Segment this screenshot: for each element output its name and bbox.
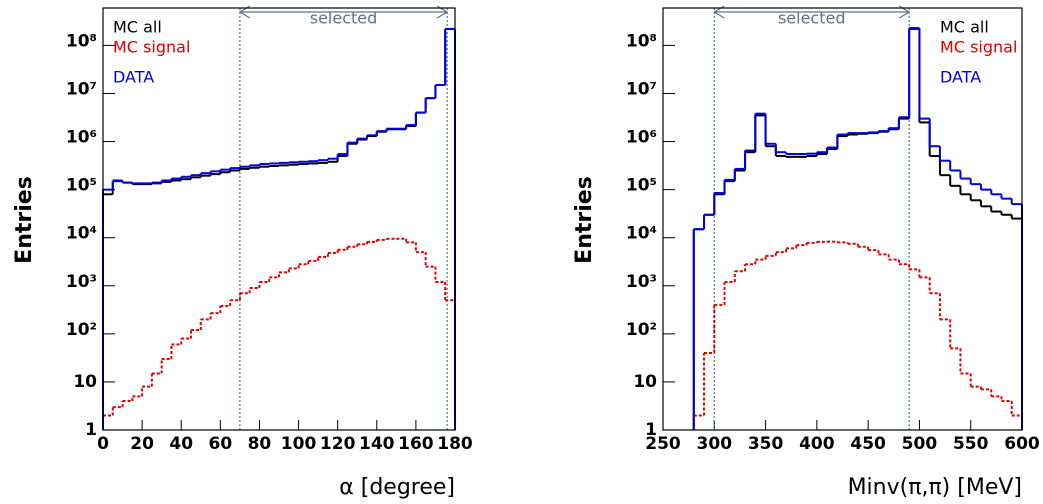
y-tick-label: 10³ [626, 272, 657, 292]
y-tick-label: 10⁸ [626, 31, 657, 51]
x-tick-label: 160 [398, 434, 434, 454]
y-tick-label: 10⁴ [626, 224, 657, 244]
plot-frame [102, 7, 456, 431]
y-tick-label: 10² [66, 320, 97, 340]
y-tick-label: 10⁷ [66, 79, 97, 99]
x-axis-label: Minv(π,π) [MeV] [848, 475, 1022, 500]
selection-label: selected [778, 9, 846, 28]
legend-entry: MC all [940, 18, 989, 37]
x-tick-label: 180 [437, 434, 473, 454]
x-tick-label: 120 [320, 434, 356, 454]
x-tick-label: 600 [1004, 434, 1040, 454]
x-tick-label: 300 [697, 434, 733, 454]
y-tick-label: 10 [73, 372, 97, 392]
x-tick-label: 350 [748, 434, 784, 454]
y-tick-label: 10² [626, 320, 657, 340]
x-tick-label: 450 [850, 434, 886, 454]
y-tick-label: 10⁶ [626, 128, 657, 148]
x-tick-label: 80 [248, 434, 272, 454]
x-tick-label: 400 [799, 434, 835, 454]
y-tick-label: 10⁶ [66, 128, 97, 148]
x-tick-label: 20 [130, 434, 154, 454]
y-axis-label: Entries [12, 176, 37, 264]
plot-frame [662, 7, 1023, 431]
legend-entry: MC all [113, 18, 162, 37]
x-tick-label: 60 [208, 434, 232, 454]
y-tick-label: 10⁵ [626, 176, 657, 196]
y-tick-label: 10⁷ [626, 79, 657, 99]
x-tick-label: 250 [645, 434, 681, 454]
x-tick-label: 100 [281, 434, 317, 454]
x-tick-label: 500 [902, 434, 938, 454]
y-tick-label: 1 [85, 420, 97, 440]
y-tick-label: 10 [633, 372, 657, 392]
y-tick-label: 10⁵ [66, 176, 97, 196]
selection-label: selected [310, 9, 378, 28]
chart-panel: 1 10 10² 10³ 10⁴ 10⁵ 10⁶ 10⁷ 10⁸ 250 300 350 400 450 5… [572, 5, 1040, 500]
x-tick-label: 550 [953, 434, 989, 454]
y-tick-label: 1 [645, 420, 657, 440]
legend-entry: DATA [113, 68, 154, 87]
y-tick-label: 10⁸ [66, 31, 97, 51]
y-tick-label: 10³ [66, 272, 97, 292]
legend-entry: MC signal [940, 38, 1017, 57]
legend-entry: DATA [940, 68, 981, 87]
x-tick-label: 40 [169, 434, 193, 454]
x-axis-label: α [degree] [339, 475, 455, 500]
y-axis-label: Entries [572, 176, 597, 264]
x-tick-label: 140 [359, 434, 395, 454]
y-tick-label: 10⁴ [66, 224, 97, 244]
x-tick-label: 0 [97, 434, 109, 454]
legend-entry: MC signal [113, 38, 190, 57]
